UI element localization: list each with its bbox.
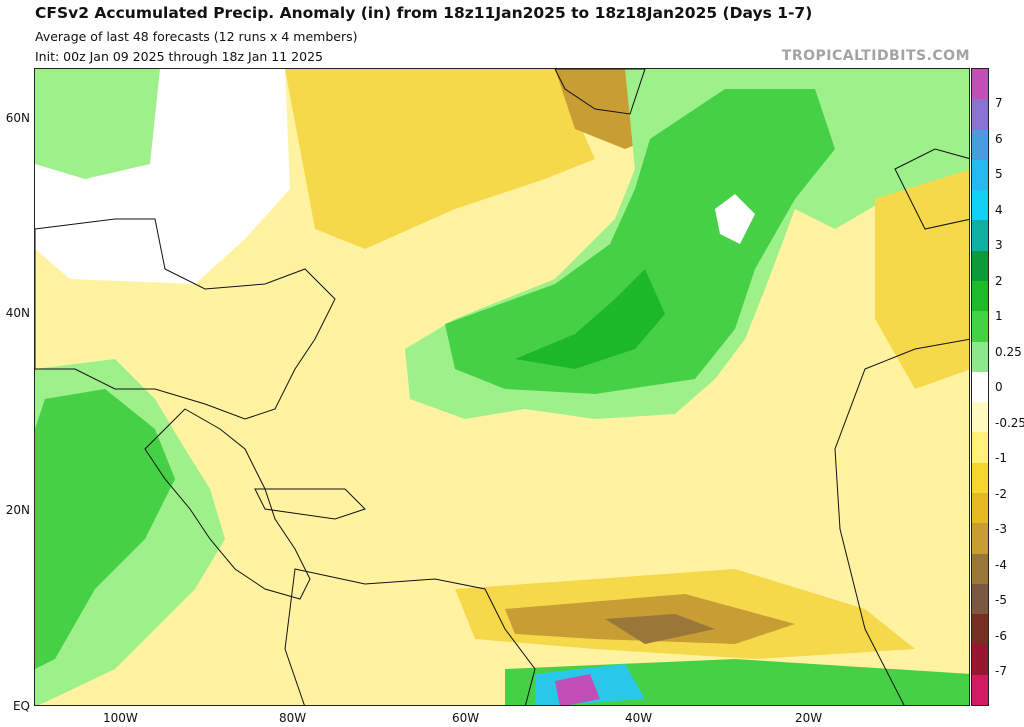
map-title: CFSv2 Accumulated Precip. Anomaly (in) f… xyxy=(35,4,813,22)
colorbar-swatch xyxy=(972,341,988,372)
colorbar-label-3: 3 xyxy=(995,238,1003,252)
colorbar-label-0: 0 xyxy=(995,380,1003,394)
colorbar-swatch xyxy=(972,553,988,584)
mexico-coastline xyxy=(144,408,311,600)
colorbar-swatch xyxy=(972,159,988,191)
brand-watermark: TROPICALTIDBITS.COM xyxy=(781,48,970,64)
colorbar xyxy=(971,68,989,706)
colorbar-label-minus-5: -5 xyxy=(995,593,1007,607)
lat-label-40n: 40N xyxy=(5,306,30,320)
colorbar-swatch xyxy=(972,402,988,433)
map-subtitle-ensemble: Average of last 48 forecasts (12 runs x … xyxy=(35,29,358,44)
colorbar-swatch xyxy=(972,129,988,160)
colorbar-swatch xyxy=(972,492,988,524)
anomaly-extreme-wet xyxy=(555,674,600,705)
lat-label-60n: 60N xyxy=(5,111,30,125)
africa-coastline xyxy=(834,338,969,705)
lat-label-eq: EQ xyxy=(12,699,30,713)
colorbar-label-minus-1: -1 xyxy=(995,451,1007,465)
colorbar-label-6: 6 xyxy=(995,132,1003,146)
anomaly-wet-gulf xyxy=(35,389,175,669)
colorbar-swatch xyxy=(972,371,988,403)
colorbar-label-2: 2 xyxy=(995,274,1003,288)
greenland-coastline xyxy=(554,69,646,115)
colorbar-swatch xyxy=(972,462,988,493)
colorbar-swatch xyxy=(972,614,988,645)
colorbar-label-5: 5 xyxy=(995,167,1003,181)
colorbar-label-minus-6: -6 xyxy=(995,629,1007,643)
north-america-coastline xyxy=(35,218,336,420)
lat-label-20n: 20N xyxy=(5,503,30,517)
colorbar-label-minus-0-25: -0.25 xyxy=(995,416,1024,430)
anomaly-dry-peak xyxy=(605,614,715,644)
colorbar-label-7: 7 xyxy=(995,96,1003,110)
colorbar-swatch xyxy=(972,674,988,705)
colorbar-label-0-25: 0.25 xyxy=(995,345,1022,359)
colorbar-swatch xyxy=(972,432,988,463)
colorbar-swatch xyxy=(972,644,988,675)
colorbar-swatch xyxy=(972,280,988,312)
colorbar-label-4: 4 xyxy=(995,203,1003,217)
lon-label-20w: 20W xyxy=(795,711,823,725)
map-canvas xyxy=(35,69,969,705)
lon-label-80w: 80W xyxy=(279,711,307,725)
colorbar-label-minus-2: -2 xyxy=(995,487,1007,501)
anomaly-wet-strong-core xyxy=(515,269,665,369)
precip-anomaly-map xyxy=(34,68,970,706)
colorbar-swatch xyxy=(972,250,988,281)
colorbar-label-minus-7: -7 xyxy=(995,664,1007,678)
lon-label-100w: 100W xyxy=(103,711,138,725)
colorbar-swatch xyxy=(972,99,988,130)
colorbar-swatch xyxy=(972,523,988,554)
south-america-coastline xyxy=(284,568,536,705)
caribbean-islands xyxy=(254,488,366,520)
colorbar-swatch xyxy=(972,220,988,251)
europe-coastline xyxy=(894,148,969,230)
colorbar-swatch xyxy=(972,69,988,100)
colorbar-swatch xyxy=(972,311,988,342)
anomaly-dry-labrador xyxy=(285,69,595,249)
colorbar-swatch xyxy=(972,583,988,615)
map-subtitle-init: Init: 00z Jan 09 2025 through 18z Jan 11… xyxy=(35,49,323,64)
anomaly-normal-pocket xyxy=(715,194,755,244)
colorbar-label-minus-3: -3 xyxy=(995,522,1007,536)
colorbar-swatch xyxy=(972,190,988,221)
colorbar-label-minus-4: -4 xyxy=(995,558,1007,572)
lon-label-40w: 40W xyxy=(625,711,653,725)
colorbar-label-1: 1 xyxy=(995,309,1003,323)
anomaly-wet-canada xyxy=(35,69,160,179)
lon-label-60w: 60W xyxy=(452,711,480,725)
anomaly-wet-north-atlantic-core xyxy=(445,89,835,394)
